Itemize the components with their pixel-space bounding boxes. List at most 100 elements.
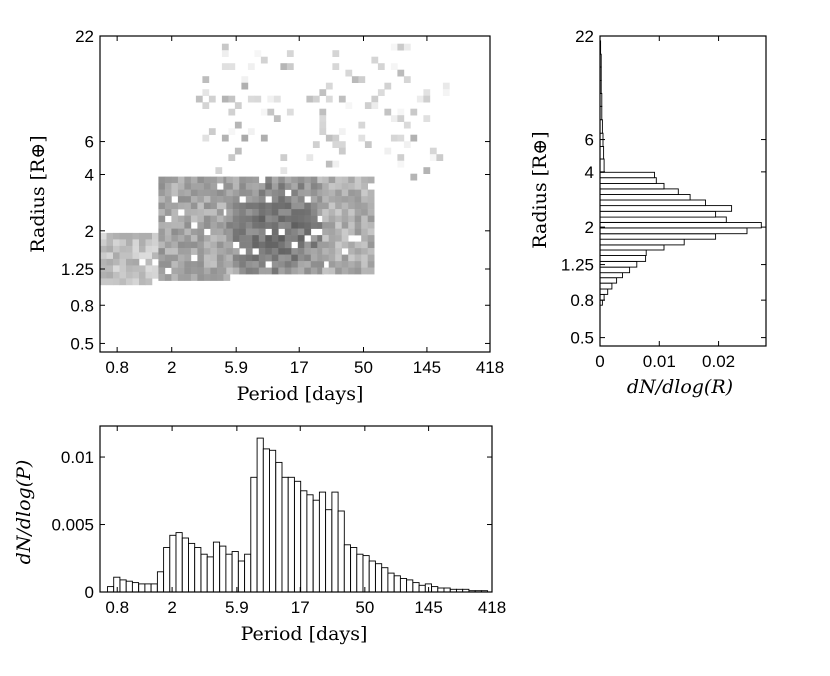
heatmap-cell	[341, 196, 349, 203]
heatmap-cell	[226, 176, 234, 184]
heatmap-cell	[126, 252, 133, 260]
heatmap-cell	[397, 160, 405, 168]
heatmap-cell	[139, 239, 146, 247]
heatmap-cell	[403, 141, 411, 148]
heatmap-cell	[232, 196, 240, 203]
heatmap-cell	[348, 261, 355, 268]
x-tick-label: 2	[167, 598, 176, 617]
y-tick-label: 4	[585, 163, 594, 182]
heatmap-cell	[232, 202, 240, 210]
heatmap-cell	[291, 189, 299, 197]
heatmap-cell	[335, 254, 342, 262]
heatmap-cell	[284, 202, 292, 210]
heatmap-cell	[317, 248, 325, 255]
heatmap-cell	[210, 254, 218, 262]
heatmap-cell	[190, 183, 198, 190]
period-histogram-bar	[262, 448, 270, 593]
heatmap-cell	[171, 183, 179, 190]
heatmap-cell	[210, 222, 218, 229]
heatmap-cell	[354, 261, 362, 268]
heatmap-cell	[271, 215, 279, 223]
heatmap-cell	[226, 267, 234, 275]
y-tick-label: 4	[85, 165, 94, 184]
heatmap-cell	[145, 258, 153, 266]
heatmap-cell	[139, 271, 146, 279]
heatmap-cell	[232, 209, 240, 216]
heatmap-cell	[234, 147, 242, 155]
period-histogram-bar	[156, 571, 165, 593]
heatmap-cell	[190, 241, 198, 249]
heatmap-cell	[310, 215, 318, 223]
heatmap-cell	[423, 95, 431, 103]
y-tick-label: 22	[575, 27, 594, 46]
heatmap-cell	[325, 160, 333, 168]
period-histogram-bar	[200, 553, 208, 593]
heatmap-cell	[247, 63, 255, 70]
heatmap-cell	[297, 222, 305, 229]
heatmap-cell	[319, 89, 327, 96]
heatmap-cell	[232, 267, 240, 275]
heatmap-cell	[328, 189, 336, 197]
heatmap-cell	[221, 63, 229, 70]
heatmap-cell	[184, 254, 192, 262]
heatmap-cell	[184, 222, 192, 229]
heatmap-cell	[247, 95, 255, 103]
heatmap-cell	[278, 196, 286, 203]
heatmap-cell	[258, 267, 266, 275]
heatmap-cell	[164, 261, 172, 268]
heatmap-cell	[367, 248, 375, 255]
heatmap-cell	[304, 189, 312, 197]
heatmap-cell	[367, 254, 375, 262]
heatmap-cell	[310, 176, 318, 184]
heatmap-cell	[197, 235, 205, 242]
heatmap-cell	[245, 215, 253, 223]
heatmap-cell	[354, 202, 362, 210]
period-histogram-bar	[418, 584, 426, 593]
x-tick-label: 418	[478, 598, 506, 617]
heatmap-cell	[184, 196, 192, 203]
heatmap-cell	[171, 189, 179, 197]
heatmap-cell	[304, 241, 312, 249]
heatmap-cell	[164, 235, 172, 242]
heatmap-cell	[278, 176, 286, 184]
heatmap-cell	[410, 108, 418, 116]
heatmap-cell	[100, 252, 107, 260]
heatmap-cell	[377, 89, 385, 96]
heatmap-cell	[310, 248, 318, 255]
radius-histogram-bar	[599, 272, 623, 279]
heatmap-cell	[171, 209, 179, 216]
y-tick-label: 2	[85, 222, 94, 241]
heatmap-cell	[119, 239, 127, 247]
heatmap-cell	[271, 189, 279, 197]
heatmap-cell	[328, 176, 336, 184]
heatmap-cell	[354, 222, 362, 229]
period-histogram-bar	[337, 510, 345, 593]
heatmap-cell	[328, 196, 336, 203]
heatmap-cell	[310, 196, 318, 203]
heatmap-cell	[361, 267, 368, 275]
heatmap-cell	[335, 215, 342, 223]
heatmap-cell	[304, 209, 312, 216]
heatmap-cell	[260, 56, 268, 64]
heatmap-cell	[139, 232, 146, 240]
radius-histogram-y-ticks: 0.5 0.8 1.25 2 4 6 22	[561, 27, 766, 348]
x-tick-label: 0.8	[105, 598, 129, 617]
period-histogram-bar	[269, 449, 277, 593]
heatmap-cell	[297, 254, 305, 262]
heatmap-cell	[319, 121, 327, 129]
heatmap-cell	[252, 183, 260, 190]
heatmap-cell	[341, 176, 349, 184]
period-histogram-bar	[150, 583, 158, 593]
x-tick-label: 5.9	[225, 598, 249, 617]
period-histogram-x-ticks: 0.8 2 5.9 17 50 145 418	[105, 426, 506, 617]
radius-histogram-panel: 0 0.01 0.02 0.5 0.8 1.25 2 4 6 22 dN/dlog(R) Rad…	[529, 27, 767, 398]
heatmap-cell	[203, 196, 211, 203]
heatmap-cell	[260, 108, 268, 116]
heatmap-cell	[177, 196, 185, 203]
heatmap-cell	[258, 241, 266, 249]
radius-histogram-bar	[599, 249, 647, 256]
heatmap-cell	[197, 274, 205, 281]
heatmap-cell	[197, 202, 205, 210]
heatmap-cell	[241, 82, 249, 90]
heatmap-cell	[354, 254, 362, 262]
